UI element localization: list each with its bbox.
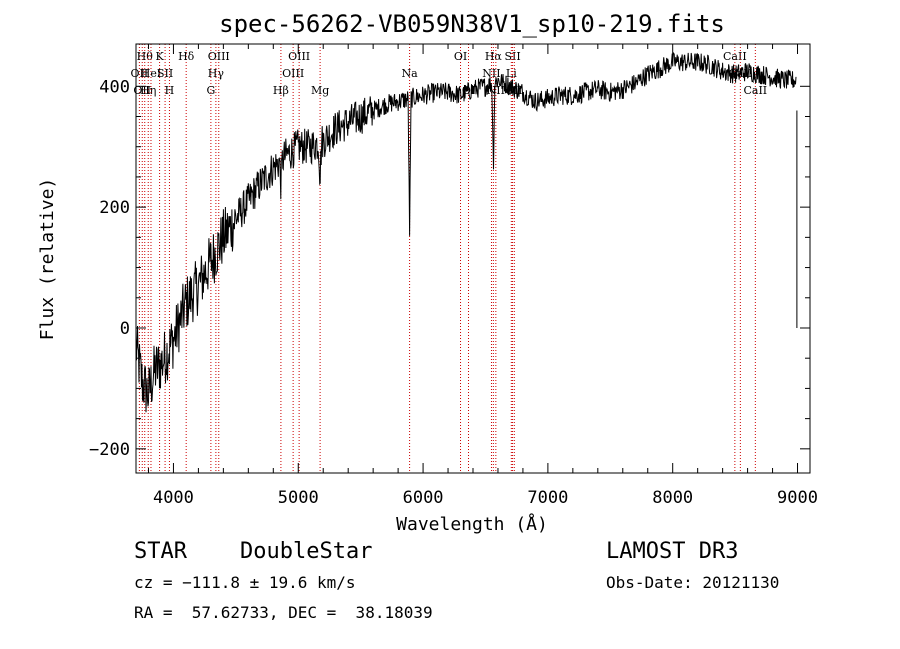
class-label: STAR (134, 539, 187, 564)
obs-date-text: Obs-Date: 20121130 (606, 573, 780, 592)
line-marker-label: Hα (485, 50, 503, 63)
x-axis-label: Wavelength (Å) (396, 513, 548, 535)
line-marker-label: OI (454, 50, 467, 63)
y-axis: −200 0 200 400 (89, 77, 810, 460)
x-tick-label: 8000 (652, 488, 693, 508)
y-tick-label: 400 (99, 77, 130, 97)
line-marker-label: Hγ (208, 67, 225, 80)
line-marker-label: Mg (311, 84, 329, 97)
line-marker-label: Hδ (178, 50, 195, 63)
x-tick-label: 6000 (403, 488, 444, 508)
x-tick-label: 5000 (278, 488, 319, 508)
survey-label: LAMOST DR3 (606, 539, 739, 564)
chart-title: spec-56262-VB059N38V1_sp10-219.fits (219, 10, 725, 38)
line-marker-label: H (165, 84, 175, 97)
line-marker-label: Hη (140, 84, 156, 97)
subclass-label: DoubleStar (240, 539, 373, 564)
y-tick-label: 200 (99, 198, 130, 218)
y-tick-label: 0 (120, 319, 130, 339)
line-marker-label: OII (133, 84, 151, 97)
coordinates-text: RA = 57.62733, DEC = 38.18039 (134, 603, 433, 622)
x-tick-label: 4000 (153, 488, 194, 508)
line-markers: OII OII Hθ Hη HeI K SII H Hδ G Hγ OIII Hβ OIII OIII Mg N… (131, 44, 767, 473)
line-marker-label: OIII (288, 50, 310, 63)
line-marker-label: Li (506, 67, 517, 80)
spectrum-line (135, 51, 797, 413)
line-marker-label: CaII (743, 84, 767, 97)
y-axis-label: Flux (relative) (37, 178, 58, 341)
plot-frame (135, 43, 811, 474)
line-marker-label: Hβ (273, 84, 289, 97)
redshift-text: cz = −111.8 ± 19.6 km/s (134, 573, 356, 592)
line-marker-label: SII (157, 67, 173, 80)
y-tick-label: −200 (89, 440, 130, 460)
x-axis: 4000 5000 6000 7000 8000 9000 (147, 44, 818, 508)
line-marker-label: Hθ (137, 50, 154, 63)
line-marker-label: G (206, 84, 215, 97)
line-marker-label: OIII (208, 50, 230, 63)
line-marker-label: CaII (723, 50, 747, 63)
line-marker-label: HeI (141, 67, 161, 80)
line-marker-label: NII (482, 67, 500, 80)
x-tick-label: 9000 (777, 488, 818, 508)
line-marker-label: Na (402, 67, 419, 80)
line-marker-label: OII (131, 67, 149, 80)
x-tick-label: 7000 (527, 488, 568, 508)
line-marker-label: K (155, 50, 164, 63)
line-marker-label: OIII (282, 67, 304, 80)
line-marker-label: SII (504, 50, 520, 63)
spectrum-layer (135, 51, 798, 413)
